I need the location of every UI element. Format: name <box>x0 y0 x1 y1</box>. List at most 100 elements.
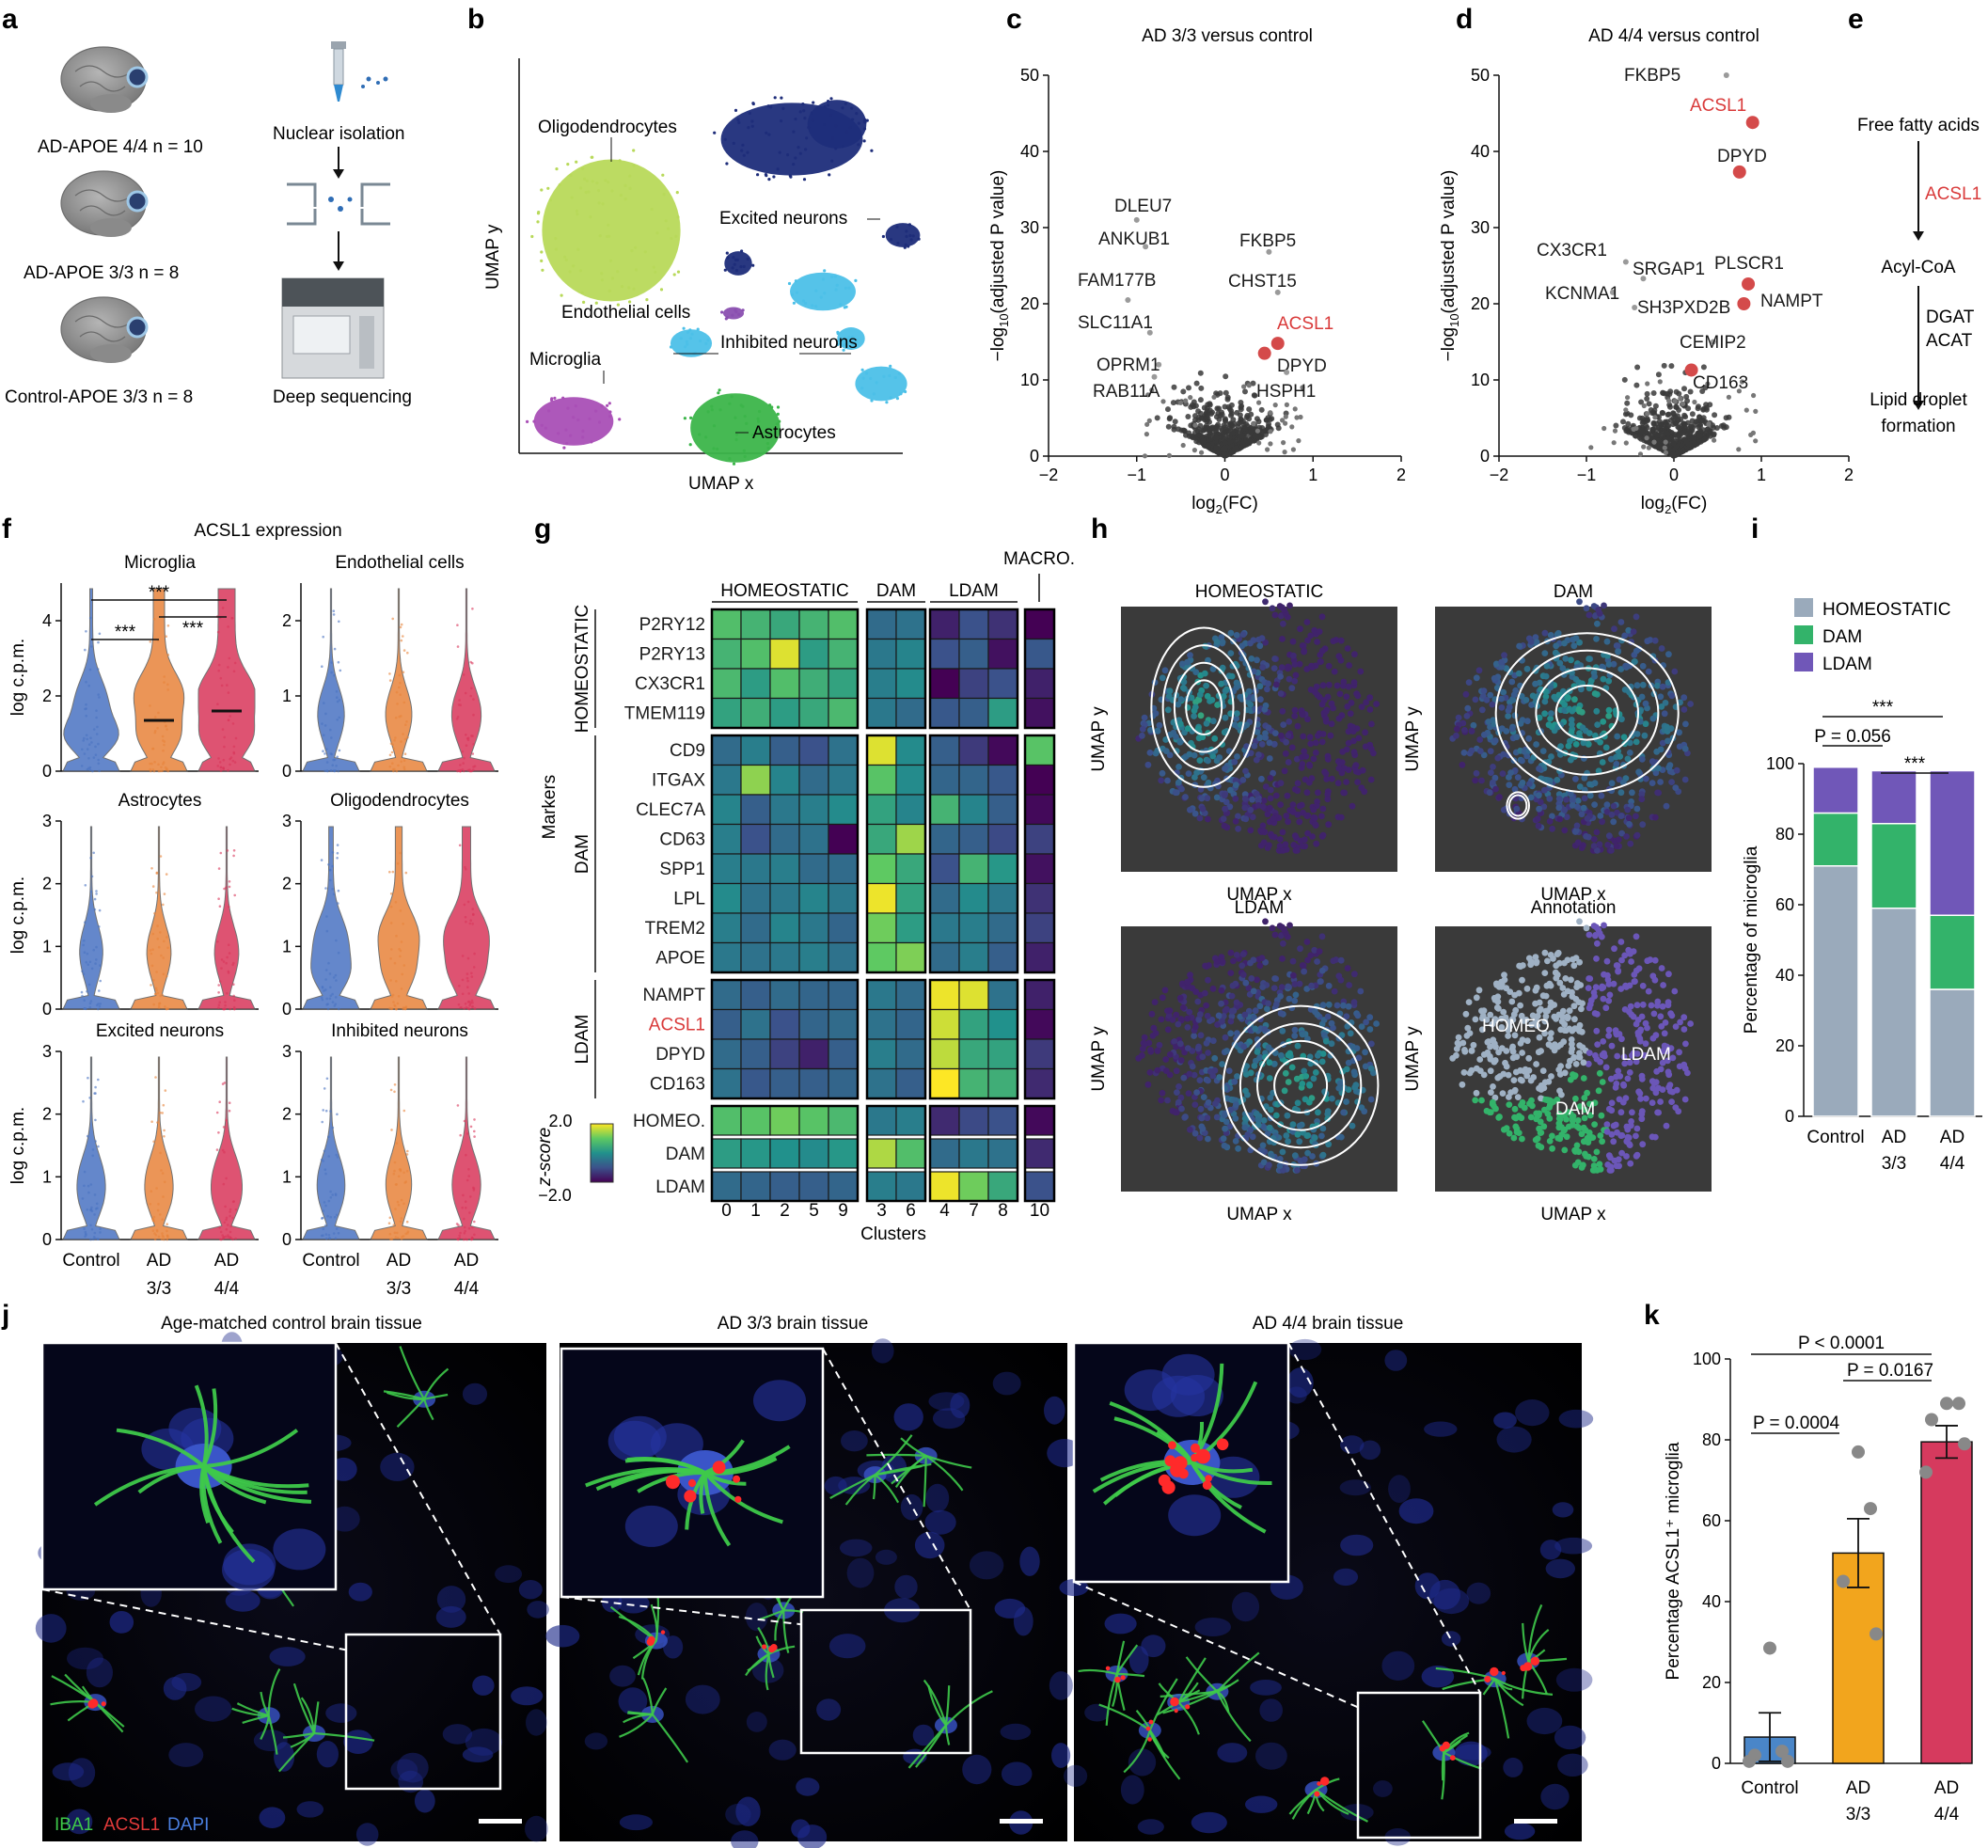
cell-point <box>1615 836 1622 844</box>
cell-point <box>1191 703 1199 711</box>
cell-point <box>225 1227 229 1231</box>
cell-point <box>718 388 721 392</box>
violin-group-label: Control <box>302 1251 359 1271</box>
y-tick-label: 20 <box>1471 294 1490 313</box>
cell-point <box>1572 741 1580 748</box>
cell-point <box>1196 691 1204 699</box>
cell-point <box>1245 1007 1253 1015</box>
cell-point <box>1314 1052 1321 1059</box>
cell-point <box>1278 664 1286 671</box>
cell-point <box>1321 768 1328 776</box>
cell-point <box>1299 1081 1306 1087</box>
cell-point <box>679 337 683 340</box>
volcano-c-title: AD 3/3 versus control <box>1142 26 1313 46</box>
cell-point <box>1253 756 1260 764</box>
cluster-label-endothelial-cells: Endothelial cells <box>561 303 690 323</box>
cell-point <box>87 1191 90 1194</box>
cell-point <box>466 979 469 983</box>
heatmap-col-group-label: HOMEOSTATIC <box>720 581 849 601</box>
cell-point <box>1259 822 1267 829</box>
cell-point <box>1286 675 1293 683</box>
cell-point <box>1251 1062 1258 1069</box>
cell-point <box>1468 747 1475 754</box>
cell-point <box>1218 987 1225 994</box>
cell-point <box>470 687 473 690</box>
violin-control <box>62 588 120 772</box>
gene-point <box>1142 453 1148 459</box>
gene-point <box>1711 431 1717 437</box>
cell-point <box>579 186 583 190</box>
cell-point <box>1590 603 1598 609</box>
cell-point <box>1219 741 1225 748</box>
cell-point <box>568 270 572 274</box>
cell-point <box>870 149 874 152</box>
cell-point <box>97 762 101 766</box>
cell-point <box>1357 987 1365 995</box>
cell-point <box>389 1238 392 1240</box>
gene-point <box>1613 422 1619 429</box>
cell-point <box>1297 625 1303 633</box>
cell-point <box>152 1003 155 1006</box>
cell-point <box>598 234 602 238</box>
gene-point <box>1144 432 1149 437</box>
violin-subplot-title: Endothelial cells <box>335 553 464 573</box>
cell-point <box>97 758 100 762</box>
cell-point <box>1259 1146 1266 1154</box>
heatmap-cell <box>798 882 829 914</box>
cell-point <box>1222 805 1228 813</box>
cell-point <box>1270 769 1276 777</box>
cell-point <box>399 625 402 629</box>
cell-point <box>1567 790 1574 798</box>
heatmap-cell <box>987 794 1018 826</box>
cell-point <box>1260 1117 1268 1124</box>
cell-point <box>85 734 88 736</box>
cell-point <box>223 1221 227 1224</box>
heatmap-cell <box>798 823 829 855</box>
cell-point <box>472 713 475 717</box>
gene-point <box>1658 422 1665 429</box>
cell-point <box>155 871 159 875</box>
cluster-label-astrocytes: Astrocytes <box>752 423 836 443</box>
cell-point <box>1610 660 1617 668</box>
density-contour <box>1494 632 1680 794</box>
gene-point-srgap1 <box>1640 276 1647 282</box>
cell-point <box>456 1104 460 1107</box>
cell-point <box>1253 1110 1260 1117</box>
heatmap-block-frame <box>865 1104 927 1203</box>
density-contour <box>1150 626 1258 788</box>
cell-point <box>1541 629 1549 637</box>
cell-point <box>402 671 405 673</box>
cell-point <box>1299 711 1306 719</box>
cell-point <box>1205 1050 1211 1056</box>
cell-point <box>462 762 465 765</box>
cell-point <box>83 752 87 755</box>
cell-point <box>833 275 838 278</box>
cell-point <box>600 278 605 282</box>
cell-point <box>1199 734 1207 741</box>
cell-point <box>224 1003 227 1007</box>
gene-point <box>1659 409 1665 416</box>
y-tick-label: 0 <box>282 762 292 781</box>
cell-point <box>1162 1056 1170 1063</box>
cell-point <box>1291 677 1299 685</box>
gene-point <box>1655 437 1662 444</box>
cell-point <box>569 173 573 178</box>
cell-point <box>1325 662 1333 670</box>
cell-point <box>97 640 100 644</box>
cell-point <box>1568 656 1574 664</box>
cell-point <box>406 735 409 739</box>
cell-point <box>1347 710 1354 718</box>
cell-point <box>225 1218 228 1222</box>
cell-point <box>904 389 907 394</box>
cell-point <box>1258 635 1266 641</box>
cell-point <box>1306 1082 1314 1089</box>
cell-point <box>1580 804 1587 812</box>
cell-point <box>160 1238 164 1240</box>
cell-point <box>911 234 915 238</box>
cell-point <box>470 1238 473 1241</box>
cell-point <box>554 237 558 241</box>
cell-point <box>618 418 622 421</box>
cell-point <box>814 289 818 292</box>
violin-group-label: AD <box>387 1251 411 1271</box>
cell-point <box>333 1004 337 1007</box>
